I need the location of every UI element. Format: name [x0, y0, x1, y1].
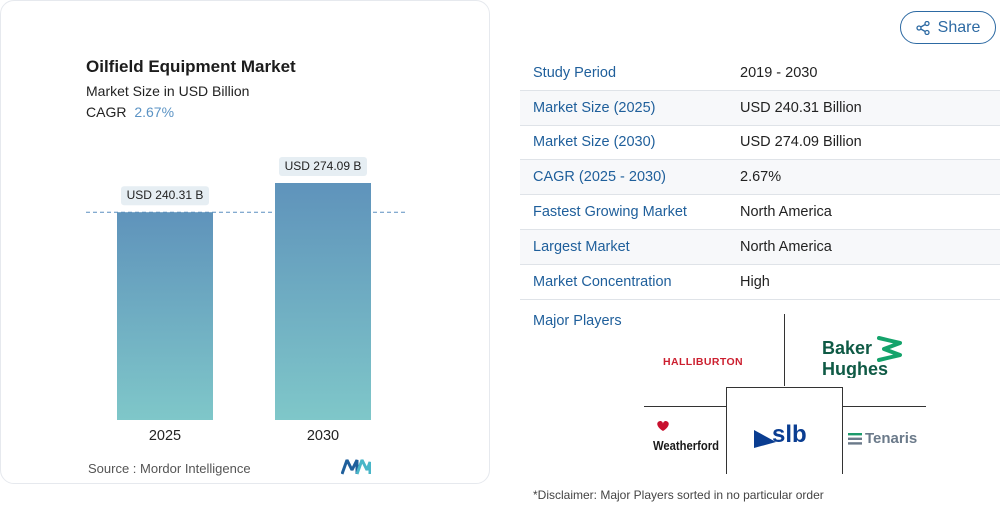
- stat-row-market-size-2025: Market Size (2025) USD 240.31 Billion: [520, 90, 1000, 126]
- cagr-label: CAGR: [86, 104, 127, 120]
- stat-row-study-period: Study Period 2019 - 2030: [520, 56, 1000, 91]
- stat-label: Study Period: [533, 64, 617, 81]
- share-label: Share: [937, 18, 981, 36]
- tenaris-logo: Tenaris: [848, 430, 917, 447]
- svg-text:slb: slb: [772, 421, 807, 448]
- stat-label: Market Concentration: [533, 273, 672, 290]
- svg-text:Weatherford: Weatherford: [653, 439, 719, 453]
- mordor-logo-icon: [341, 459, 371, 475]
- cagr-line: CAGR 2.67%: [86, 104, 174, 120]
- slb-logo: slb: [752, 418, 814, 457]
- baker-hughes-logo: Baker Hughes: [822, 334, 906, 383]
- share-icon: [915, 20, 930, 35]
- data-label: USD 240.31 B: [127, 188, 204, 202]
- slb-logo-icon: slb: [754, 421, 807, 448]
- cagr-value: 2.67%: [134, 104, 175, 120]
- stat-row-cagr: CAGR (2025 - 2030) 2.67%: [520, 160, 1000, 196]
- tenaris-text: Tenaris: [865, 430, 918, 447]
- stat-row-fastest-growing: Fastest Growing Market North America: [520, 195, 1000, 230]
- weatherford-logo: Weatherford: [652, 420, 732, 459]
- tenaris-mark-icon: [848, 432, 862, 445]
- x-tick-label: 2030: [307, 428, 339, 444]
- stat-row-market-size-2030: Market Size (2030) USD 274.09 Billion: [520, 126, 1000, 161]
- divider: [784, 314, 785, 386]
- stat-value: North America: [740, 204, 832, 221]
- stat-label: Largest Market: [533, 238, 630, 255]
- bar-2025: [117, 212, 213, 420]
- market-stats-table: Study Period 2019 - 2030 Market Size (20…: [520, 56, 1000, 300]
- major-players-label: Major Players: [533, 313, 622, 329]
- bar-2030: [275, 183, 371, 420]
- weatherford-logo-icon: Weatherford: [653, 420, 719, 453]
- stat-value: High: [740, 273, 770, 290]
- stat-label: CAGR (2025 - 2030): [533, 169, 666, 186]
- stat-label: Market Size (2030): [533, 134, 656, 151]
- major-players-grid: HALLIBURTON Baker Hughes Weatherford slb…: [640, 314, 930, 474]
- stat-label: Fastest Growing Market: [533, 204, 687, 221]
- source-text: Source : Mordor Intelligence: [88, 461, 251, 476]
- chart-title: Oilfield Equipment Market: [86, 57, 296, 76]
- data-label: USD 274.09 B: [285, 159, 362, 173]
- stat-value: 2.67%: [740, 169, 782, 186]
- stat-row-concentration: Market Concentration High: [520, 265, 1000, 300]
- stat-value: 2019 - 2030: [740, 64, 818, 81]
- svg-text:Hughes: Hughes: [822, 359, 888, 378]
- disclaimer-text: *Disclaimer: Major Players sorted in no …: [533, 488, 824, 502]
- data-label-bg: [279, 157, 367, 176]
- baker-hughes-logo-icon: Baker Hughes: [822, 336, 902, 379]
- stat-label: Market Size (2025): [533, 99, 656, 116]
- chart-subtitle: Market Size in USD Billion: [86, 83, 250, 99]
- stat-row-largest-market: Largest Market North America: [520, 229, 1000, 265]
- data-label-bg: [121, 186, 209, 206]
- x-tick-label: 2025: [149, 428, 181, 444]
- share-button[interactable]: Share: [900, 11, 996, 44]
- stat-value: North America: [740, 238, 832, 255]
- bar-chart: USD 240.31 B 2025 USD 274.09 B 2030: [86, 157, 406, 444]
- halliburton-logo: HALLIBURTON: [663, 356, 744, 368]
- center-logo-box: [726, 387, 843, 474]
- svg-text:Baker: Baker: [822, 338, 872, 358]
- chart-card: USD 240.31 B 2025 USD 274.09 B 2030 Oilfiel…: [0, 0, 490, 484]
- stat-value: USD 274.09 Billion: [740, 134, 862, 151]
- stat-value: USD 240.31 Billion: [740, 99, 862, 116]
